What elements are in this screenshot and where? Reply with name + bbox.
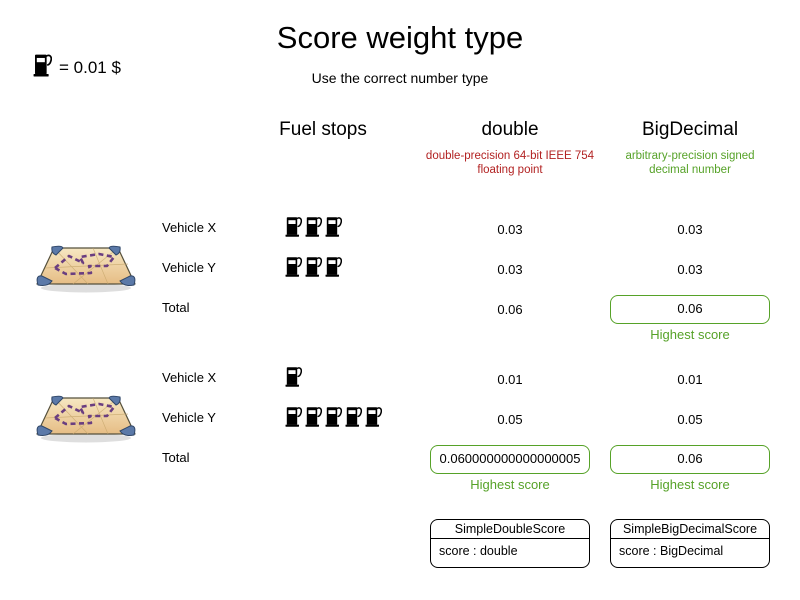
uml-class-name: SimpleDoubleScore	[431, 520, 589, 539]
legend: = 0.01 $	[33, 53, 121, 82]
fuel-stop-icons	[285, 256, 342, 277]
uml-class-name: SimpleBigDecimalScore	[611, 520, 769, 539]
highest-score-label: Highest score	[650, 477, 730, 492]
legend-text: = 0.01 $	[59, 57, 121, 77]
uml-class-simple-bigdecimal-score: SimpleBigDecimalScore score : BigDecimal	[610, 519, 770, 568]
score-value-double: 0.05	[497, 412, 523, 427]
fuel-pump-icon	[33, 54, 53, 77]
row-label-vehicle-x: Vehicle X	[162, 370, 217, 385]
row-label-vehicle-y: Vehicle Y	[162, 410, 216, 425]
highest-score-label: Highest score	[650, 327, 730, 342]
fuel-pump-icon	[285, 217, 302, 237]
fuel-pump-icon	[33, 53, 53, 82]
score-value-double: 0.01	[497, 372, 523, 387]
fuel-pump-icon	[305, 257, 322, 277]
page-title: Score weight type	[276, 20, 524, 55]
score-value-double: 0.03	[497, 262, 523, 277]
highest-score-box-bigdecimal: 0.06	[610, 445, 770, 474]
fuel-pump-icon	[345, 407, 362, 427]
row-label-total: Total	[162, 300, 190, 315]
row-label-vehicle-x: Vehicle X	[162, 220, 217, 235]
uml-class-attribute: score : BigDecimal	[619, 544, 724, 558]
fuel-stop-icons	[285, 406, 382, 427]
fuel-pump-icon	[325, 407, 342, 427]
fuel-pump-icon	[305, 407, 322, 427]
score-value-bigdecimal: 0.03	[677, 262, 703, 277]
highest-score-label: Highest score	[470, 477, 550, 492]
fuel-pump-icon	[285, 257, 302, 277]
fuel-pump-icon	[305, 217, 322, 237]
fuel-pump-icon	[285, 407, 302, 427]
score-value-bigdecimal: 0.01	[677, 372, 703, 387]
route-map-image	[36, 245, 136, 293]
column-header-bigdecimal: BigDecimal	[641, 119, 739, 140]
double-description: double-precision 64-bit IEEE 754 floatin…	[425, 150, 595, 176]
fuel-stop-icons	[285, 216, 342, 237]
bigdecimal-description: arbitrary-precision signed decimal numbe…	[625, 150, 755, 176]
score-value-bigdecimal: 0.03	[677, 222, 703, 237]
score-total-double: 0.06	[497, 302, 523, 317]
page-subtitle: Use the correct number type	[311, 70, 489, 86]
uml-class-attribute: score : double	[439, 544, 518, 558]
score-value-bigdecimal: 0.05	[677, 412, 703, 427]
fuel-pump-icon	[325, 257, 342, 277]
column-header-fuel-stops: Fuel stops	[279, 119, 367, 140]
highest-score-box-double: 0.060000000000000005	[430, 445, 590, 474]
column-header-double: double	[481, 119, 539, 140]
fuel-pump-icon	[285, 367, 302, 387]
fuel-pump-icon	[365, 407, 382, 427]
highest-score-box-bigdecimal: 0.06	[610, 295, 770, 324]
route-map-image	[36, 395, 136, 443]
fuel-stop-icons	[285, 366, 302, 387]
score-value-double: 0.03	[497, 222, 523, 237]
fuel-pump-icon	[325, 217, 342, 237]
row-label-total: Total	[162, 450, 190, 465]
row-label-vehicle-y: Vehicle Y	[162, 260, 216, 275]
uml-class-simple-double-score: SimpleDoubleScore score : double	[430, 519, 590, 568]
